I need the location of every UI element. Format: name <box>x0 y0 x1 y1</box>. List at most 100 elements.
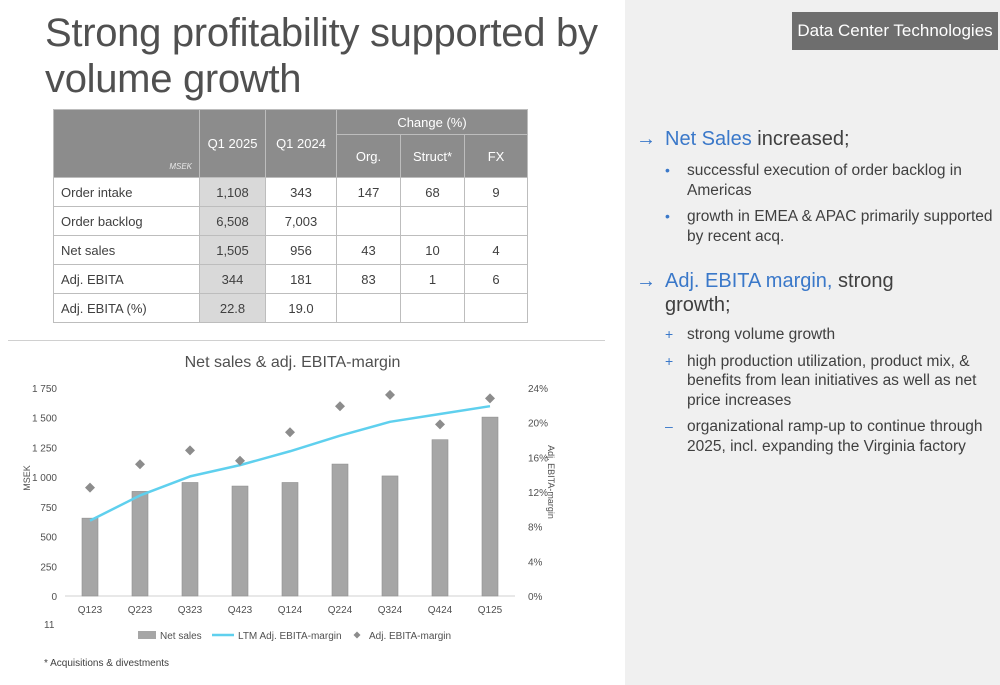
marker-adj-margin <box>485 393 495 404</box>
marker-adj-margin <box>335 401 345 412</box>
segment-tag: Data Center Technologies <box>792 12 998 50</box>
heading-net-sales: → Net Sales increased; <box>636 127 850 151</box>
x-tick-label: Q223 <box>128 605 153 616</box>
cell-q1-2025: 6,508 <box>199 206 266 236</box>
right-panel <box>625 0 1000 685</box>
heading-text: increased; <box>751 128 850 150</box>
bullet-item: + high production utilization, product mi… <box>665 352 1000 411</box>
row-label: Order intake <box>53 177 200 207</box>
cell-q1-2024: 343 <box>265 177 337 207</box>
x-tick-label: Q123 <box>78 605 103 616</box>
y-tick-label: 1 500 <box>32 414 57 425</box>
bullet-text: strong volume growth <box>687 326 836 343</box>
y-tick-label: 1 000 <box>32 473 57 484</box>
x-tick-label: Q423 <box>228 605 253 616</box>
y-tick-label: 250 <box>40 562 57 573</box>
cell-fx: 4 <box>464 235 528 265</box>
bullet-marker: • <box>665 208 670 224</box>
bullet-list-ebita-margin: + strong volume growth + high production ut… <box>665 325 1000 463</box>
cell-org: 43 <box>336 235 401 265</box>
x-tick-label: Q424 <box>428 605 453 616</box>
arrow-right-icon: → <box>636 270 656 292</box>
bullet-text: high production utilization, product mix… <box>687 352 977 409</box>
cell-fx <box>464 293 528 323</box>
bullet-item: – organizational ramp-up to continue thro… <box>665 417 1000 456</box>
page-title: Strong profitability supported by volume… <box>45 11 598 101</box>
y-tick-label: 0 <box>51 592 57 603</box>
table-row: Order intake 1,108 343 147 68 9 <box>53 177 528 207</box>
bullet-text: growth in EMEA & APAC primarily supporte… <box>687 208 993 245</box>
legend-label-ltm: LTM Adj. EBITA-margin <box>238 631 342 642</box>
marker-adj-margin <box>185 445 195 456</box>
col-header-struct: Struct* <box>400 134 465 178</box>
y2-tick-label: 0% <box>528 592 543 603</box>
row-label: Net sales <box>53 235 200 265</box>
y2-tick-label: 4% <box>528 557 543 568</box>
bullet-marker: – <box>665 418 673 434</box>
marker-adj-margin <box>85 482 95 493</box>
cell-fx: 9 <box>464 177 528 207</box>
row-label: Order backlog <box>53 206 200 236</box>
bar-net-sales <box>431 439 449 597</box>
footnote: * Acquisitions & divestments <box>44 658 170 669</box>
bullet-item: • successful execution of order backlog i… <box>665 161 1000 200</box>
marker-adj-margin <box>285 427 295 438</box>
bar-net-sales <box>381 475 399 597</box>
legend-swatch-net-sales <box>138 631 156 639</box>
financials-table: MSEK Q1 2025 Q1 2024 Change (%) Org. Str… <box>53 109 528 323</box>
row-label: Adj. EBITA (%) <box>53 293 200 323</box>
section-divider <box>8 340 605 341</box>
cell-fx: 6 <box>464 264 528 294</box>
bullet-text: organizational ramp-up to continue throu… <box>687 418 983 455</box>
row-label: Adj. EBITA <box>53 264 200 294</box>
heading-ebita-margin: → Adj. EBITA margin, strong growth; <box>636 269 894 317</box>
cell-q1-2025: 22.8 <box>199 293 266 323</box>
y2-axis-title: Adj. EBITA-margin <box>546 445 556 519</box>
chart-extra-label: 11 <box>44 620 55 631</box>
marker-adj-margin <box>135 459 145 470</box>
col-header-org: Org. <box>336 134 401 178</box>
col-header-q1-2025: Q1 2025 <box>199 109 266 178</box>
change-header: Change (%) <box>336 109 528 135</box>
heading-text-line2: growth; <box>665 294 731 316</box>
legend-label-adj-margin: Adj. EBITA-margin <box>369 631 451 642</box>
line-ltm-margin <box>89 404 491 522</box>
legend-label-net-sales: Net sales <box>160 631 202 642</box>
bullet-item: + strong volume growth <box>665 325 1000 345</box>
marker-adj-margin <box>235 455 245 466</box>
cell-q1-2024: 7,003 <box>265 206 337 236</box>
chart-title: Net sales & adj. EBITA-margin <box>184 354 401 371</box>
cell-org <box>336 206 401 236</box>
cell-q1-2024: 956 <box>265 235 337 265</box>
bar-net-sales <box>281 482 299 597</box>
cell-fx <box>464 206 528 236</box>
heading-text: strong <box>832 270 894 292</box>
heading-highlight: Net Sales <box>665 128 752 150</box>
cell-struct <box>400 206 465 236</box>
bullet-marker: + <box>665 352 674 369</box>
heading-highlight: Adj. EBITA margin, <box>665 270 833 292</box>
col-header-q1-2024: Q1 2024 <box>265 109 337 178</box>
table-corner-cell: MSEK <box>53 109 200 178</box>
net-sales-margin-chart: 0 250 500 750 1 000 1 250 1 500 1 750 0% 4% 8% 12% 1… <box>22 384 556 642</box>
table-row: Adj. EBITA (%) 22.8 19.0 <box>53 293 528 323</box>
bullet-marker: • <box>665 162 670 178</box>
y2-tick-label: 24% <box>528 384 548 395</box>
unit-label: MSEK <box>169 162 192 171</box>
x-tick-label: Q125 <box>478 605 503 616</box>
cell-struct: 1 <box>400 264 465 294</box>
bar-net-sales <box>481 416 499 597</box>
x-tick-label: Q323 <box>178 605 203 616</box>
cell-org: 83 <box>336 264 401 294</box>
table-row: Adj. EBITA 344 181 83 1 6 <box>53 264 528 294</box>
y2-tick-label: 8% <box>528 523 543 534</box>
cell-struct <box>400 293 465 323</box>
bullet-item: • growth in EMEA & APAC primarily support… <box>665 207 1000 246</box>
bar-net-sales <box>331 463 349 597</box>
marker-adj-margin <box>435 419 445 430</box>
y-tick-label: 1 250 <box>32 443 57 454</box>
cell-struct: 10 <box>400 235 465 265</box>
bar-net-sales <box>181 482 199 597</box>
cell-struct: 68 <box>400 177 465 207</box>
legend-swatch-adj-margin <box>353 631 361 639</box>
